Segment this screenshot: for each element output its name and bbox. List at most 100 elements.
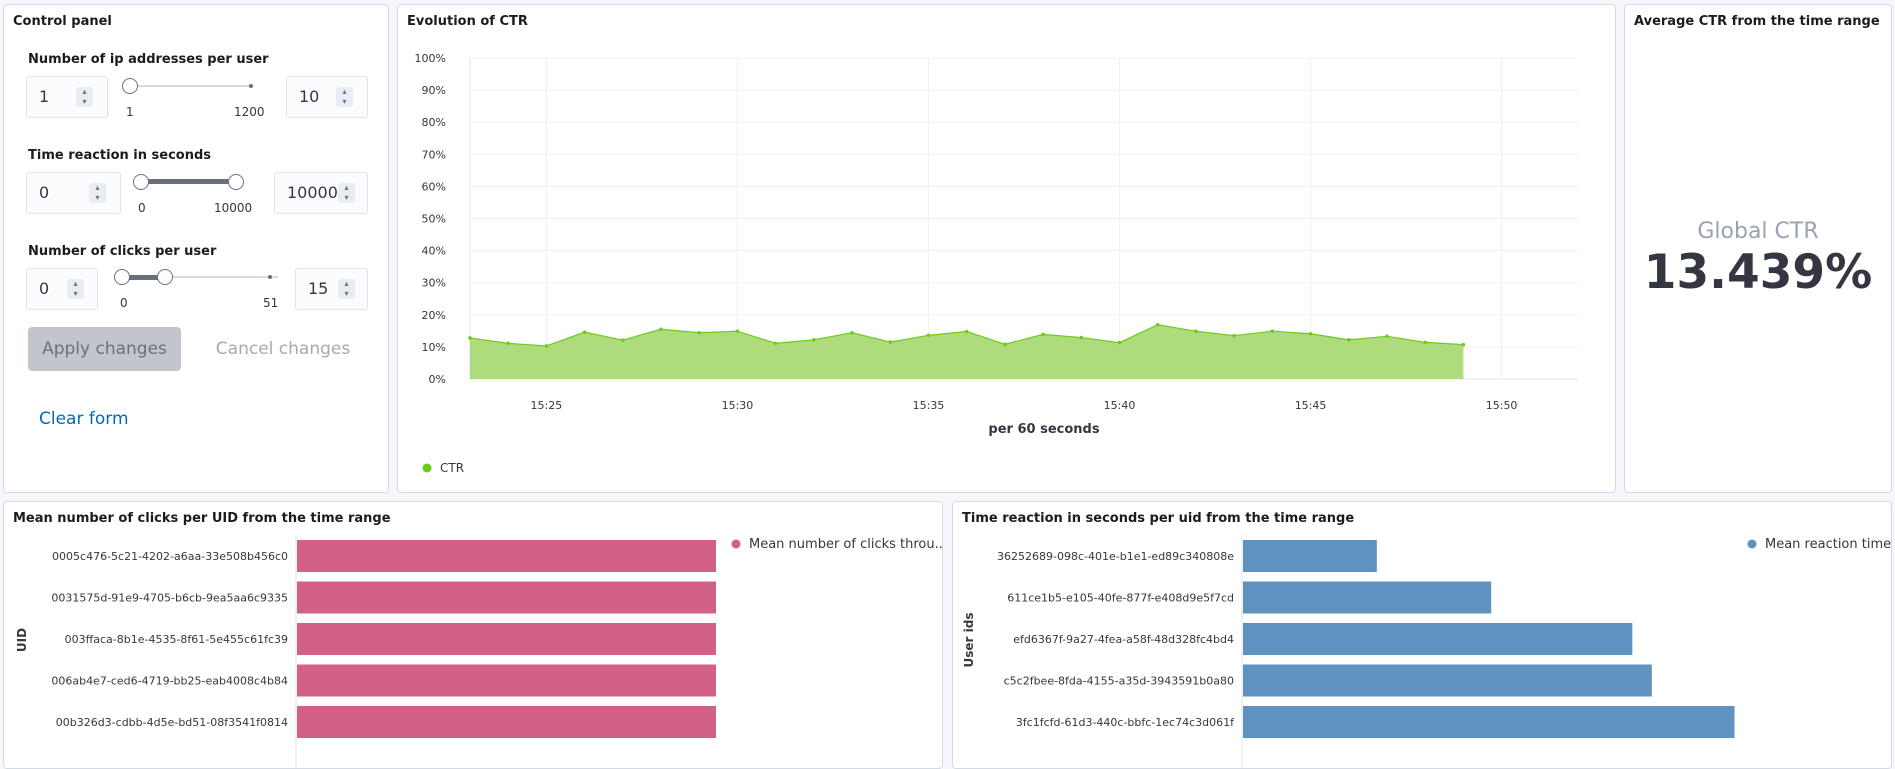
ctr-point [1385, 334, 1389, 339]
time-min-value: 0 [39, 183, 50, 202]
legend-label: Mean number of clicks throu... [749, 537, 943, 552]
clicks-chart-title: Mean number of clicks per UID from the t… [13, 511, 391, 526]
ip-slider-thumb[interactable] [122, 78, 138, 94]
y-tick-label: 50% [422, 213, 446, 226]
y-tick-label: 0% [429, 373, 446, 386]
category-label: 611ce1b5-e105-40fe-877f-e408d9e5f7cd [1007, 592, 1234, 605]
ctr-point [621, 338, 625, 342]
ip-min-stepper-icon[interactable]: ▴ ▾ [76, 87, 93, 107]
time-min-stepper-icon[interactable]: ▴ ▾ [89, 183, 106, 203]
time-max-stepper-icon[interactable]: ▴ ▾ [338, 183, 355, 203]
ctr-area [470, 324, 1464, 379]
clicks-per-user-label: Number of clicks per user [28, 244, 217, 259]
x-tick-label: 15:30 [722, 399, 754, 412]
y-tick-label: 10% [422, 341, 446, 354]
time-max-input[interactable]: 10000 ▴ ▾ [274, 172, 368, 214]
ip-max-value: 10 [299, 87, 320, 106]
ip-max-input[interactable]: 10 ▴ ▾ [286, 76, 368, 118]
bar [1243, 664, 1652, 697]
bar [297, 664, 716, 697]
category-label: 3fc1fcfd-61d3-440c-bbfc-1ec74c3d061f [1016, 716, 1235, 729]
ctr-point [1461, 342, 1466, 347]
time-range-max: 10000 [214, 201, 253, 215]
clicks-min-input[interactable]: 0 ▴ ▾ [26, 268, 98, 310]
bar [297, 706, 716, 738]
ctr-point [1346, 338, 1351, 342]
global-ctr-label: Global CTR [1697, 219, 1819, 244]
ip-range-max: 1200 [234, 105, 265, 119]
ctr-point [850, 330, 854, 335]
x-tick-label: 15:45 [1295, 399, 1327, 412]
clicks-slider-min-thumb[interactable] [114, 269, 130, 285]
clicks-max-stepper-icon[interactable]: ▴ ▾ [338, 279, 355, 299]
category-label: c5c2fbee-8fda-4155-a35d-3943591b0a80 [1004, 675, 1234, 688]
cancel-changes-button[interactable]: Cancel changes [215, 339, 351, 359]
legend-dot [731, 539, 741, 549]
clear-form-link[interactable]: Clear form [39, 409, 129, 429]
control-panel: Control panel Number of ip addresses per… [3, 4, 389, 493]
ctr-point [468, 336, 472, 340]
category-label: efd6367f-9a27-4fea-a58f-48d328fc4bd4 [1013, 633, 1234, 646]
clicks-max-value: 15 [308, 279, 329, 298]
clicks-slider-end-dot [268, 275, 272, 279]
ip-min-value: 1 [39, 87, 50, 106]
clicks-slider-max-thumb[interactable] [157, 269, 173, 285]
ctr-point [1308, 331, 1313, 336]
category-label: 003ffaca-8b1e-4535-8f61-5e455c61fc39 [65, 633, 288, 646]
time-range-min: 0 [138, 201, 146, 215]
ctr-point [1079, 335, 1084, 340]
x-tick-label: 15:25 [531, 399, 563, 412]
clicks-slider-track[interactable] [120, 276, 278, 278]
bar [297, 623, 716, 655]
ctr-point [1117, 340, 1122, 345]
time-reaction-label: Time reaction in seconds [28, 148, 212, 163]
clicks-slider-fill[interactable] [122, 275, 168, 280]
global-ctr-value: 13.439% [1643, 245, 1873, 300]
bar [1243, 706, 1735, 738]
ctr-point [1003, 342, 1007, 347]
time-slider-max-thumb[interactable] [228, 174, 244, 190]
clicks-bar-chart: 0005c476-5c21-4202-a6aa-33e508b456c0 0031… [15, 535, 943, 768]
ctr-point [1423, 340, 1427, 345]
time-min-input[interactable]: 0 ▴ ▾ [26, 172, 121, 214]
apply-changes-button[interactable]: Apply changes [28, 327, 181, 371]
time-slider-min-thumb[interactable] [133, 174, 149, 190]
ctr-point [926, 333, 931, 338]
ctr-point [964, 329, 969, 334]
ctr-point [1232, 333, 1236, 338]
ctr-point [735, 329, 740, 333]
category-label: 00b326d3-cdbb-4d5e-bd51-08f3541f0814 [56, 716, 288, 729]
y-tick-label: 20% [422, 309, 446, 322]
ctr-point [1041, 332, 1045, 337]
y-tick-label: 60% [422, 180, 446, 193]
reaction-chart-panel: Time reaction in seconds per uid from th… [952, 501, 1892, 769]
ip-max-stepper-icon[interactable]: ▴ ▾ [336, 87, 353, 107]
control-panel-title: Control panel [13, 14, 112, 29]
ip-min-input[interactable]: 1 ▴ ▾ [26, 76, 108, 118]
bar [1243, 540, 1377, 572]
y-tick-label: 30% [422, 277, 446, 290]
ctr-point [544, 344, 549, 348]
legend-label: Mean reaction time [1765, 537, 1891, 552]
ctr-chart-panel: Evolution of CTR 0% 10% 20% 30% 40% 50% 60% 70%… [397, 4, 1616, 493]
ctr-chart-title: Evolution of CTR [407, 14, 528, 29]
clicks-chart-panel: Mean number of clicks per UID from the t… [3, 501, 943, 769]
clicks-max-input[interactable]: 15 ▴ ▾ [295, 268, 368, 310]
ctr-point [506, 341, 511, 346]
x-tick-label: 15:50 [1486, 399, 1518, 412]
x-tick-label: 15:40 [1104, 399, 1136, 412]
ctr-area-chart: 0% 10% 20% 30% 40% 50% 60% 70% 80% 90% 100% 15:25 15… [415, 52, 1578, 475]
category-label: 006ab4e7-ced6-4719-bb25-eab4008c4b84 [51, 675, 288, 688]
category-label: 0005c476-5c21-4202-a6aa-33e508b456c0 [52, 550, 288, 563]
ip-slider-track[interactable] [129, 85, 252, 87]
ctr-point [1270, 329, 1275, 333]
ctr-point [697, 330, 702, 335]
y-tick-label: 90% [422, 84, 446, 97]
x-axis-label: per 60 seconds [988, 422, 1099, 437]
legend-label-ctr: CTR [440, 461, 464, 475]
ctr-point [1194, 329, 1198, 333]
ctr-point [659, 327, 663, 332]
reaction-bar-chart: 36252689-098c-401e-b1e1-ed89c340808e 611c… [962, 535, 1891, 768]
clicks-min-stepper-icon[interactable]: ▴ ▾ [67, 279, 84, 299]
time-slider-fill[interactable] [141, 179, 238, 184]
